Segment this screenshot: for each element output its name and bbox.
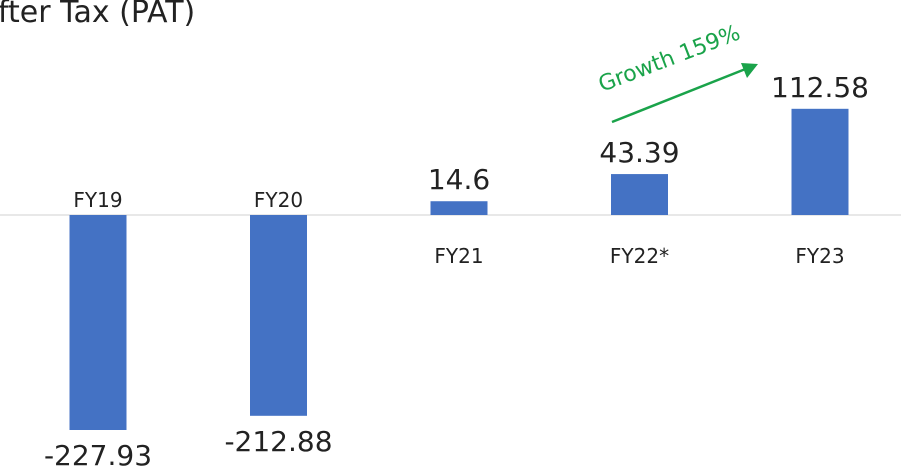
value-label: 14.6 (428, 163, 490, 196)
annotation: Growth 159% (595, 21, 744, 98)
value-label: -212.88 (224, 425, 332, 458)
value-label: -227.93 (44, 439, 152, 472)
bar (791, 108, 849, 215)
x-tick-label: FY22* (610, 244, 669, 268)
x-tick-label: FY20 (254, 188, 303, 212)
x-tick-label: FY23 (795, 244, 844, 268)
bar (611, 174, 668, 215)
value-label: 43.39 (599, 136, 679, 169)
value-label: 112.58 (771, 71, 869, 104)
chart-title: fter Tax (PAT) (0, 0, 195, 30)
bar (69, 215, 127, 430)
bar (430, 201, 488, 215)
x-tick-label: FY19 (73, 188, 122, 212)
annotation-arrow (611, 66, 749, 124)
x-tick-label: FY21 (434, 244, 483, 268)
arrow-head (741, 63, 758, 78)
bar (250, 215, 307, 416)
